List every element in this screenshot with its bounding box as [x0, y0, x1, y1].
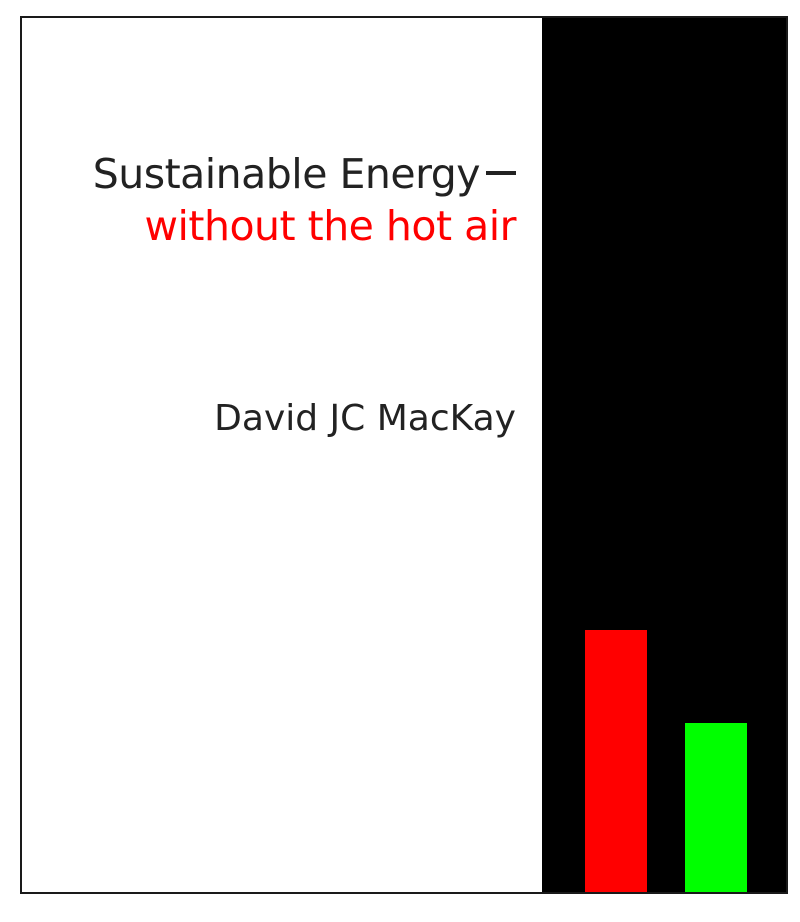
- green-bar: [685, 723, 747, 892]
- black-panel: [542, 18, 786, 892]
- red-bar: [585, 630, 647, 892]
- book-subtitle: without the hot air: [144, 202, 516, 250]
- book-cover: Sustainable Energy without the hot air D…: [20, 16, 788, 894]
- title-block: Sustainable Energy without the hot air: [93, 148, 517, 252]
- book-title: Sustainable Energy: [92, 150, 481, 198]
- title-line: Sustainable Energy: [93, 148, 516, 200]
- book-author: David JC MacKay: [214, 398, 516, 439]
- title-dash: [486, 171, 516, 175]
